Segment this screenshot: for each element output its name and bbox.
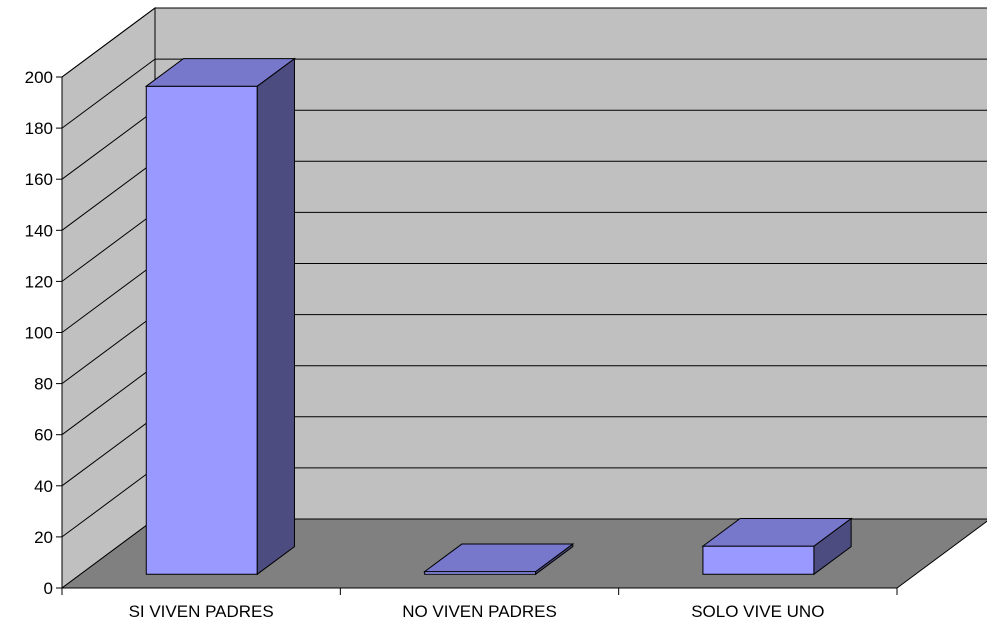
gridline-side	[61, 109, 156, 180]
y-tick-label: 60	[34, 426, 53, 445]
bar-2	[423, 543, 575, 576]
axis-labels: 0 20 40 60 80 100 120 140 160 180 200 SI VIVEN PADR…	[25, 68, 825, 621]
gridline-side	[61, 58, 156, 129]
bar-3	[701, 517, 853, 576]
gridline-side	[61, 314, 156, 385]
y-tick-label: 20	[34, 528, 53, 547]
gridline-side	[61, 365, 156, 436]
y-tick-label: 140	[25, 221, 53, 240]
bar-top	[144, 58, 296, 87]
bar-side	[256, 57, 295, 576]
y-tick-label: 200	[25, 68, 53, 87]
y-tick-label: 80	[34, 375, 53, 394]
x-category-label: SI VIVEN PADRES	[129, 602, 274, 621]
bar-front	[702, 545, 815, 575]
gridline-side	[61, 263, 156, 333]
y-tick-label: 180	[25, 119, 53, 138]
bars	[144, 57, 853, 576]
bar-top	[701, 517, 853, 547]
bar-top	[423, 543, 575, 573]
x-category-label: NO VIVEN PADRES	[402, 602, 557, 621]
gridline-side	[61, 211, 156, 282]
gridline-side	[61, 7, 156, 78]
y-tick-label: 100	[25, 324, 53, 343]
bar-front	[145, 85, 258, 575]
axes	[56, 76, 898, 595]
x-category-label: SOLO VIVE UNO	[691, 602, 824, 621]
y-tick-label: 40	[34, 477, 53, 496]
bar-1	[144, 57, 296, 576]
y-tick-label: 120	[25, 272, 53, 291]
y-tick-label: 0	[44, 579, 53, 598]
gridline-side	[61, 416, 156, 487]
gridline-side	[61, 467, 156, 538]
y-tick-label: 160	[25, 170, 53, 189]
gridline-side	[61, 160, 156, 231]
